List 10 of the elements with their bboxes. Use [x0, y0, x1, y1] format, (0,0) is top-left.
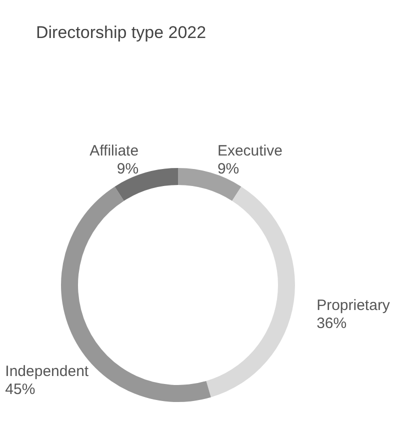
data-label: 45%	[5, 380, 36, 398]
data-label: 9%	[217, 160, 240, 178]
data-label: 36%	[316, 314, 347, 332]
donut-slice	[206, 186, 295, 398]
chart-title: Directorship type 2022	[36, 23, 206, 42]
slice-label: Executive	[217, 142, 282, 160]
slice-label: Affiliate	[90, 142, 139, 160]
slice-label: Proprietary	[316, 296, 390, 314]
data-label: 9%	[116, 160, 139, 178]
slice-label: Independent	[5, 362, 90, 380]
